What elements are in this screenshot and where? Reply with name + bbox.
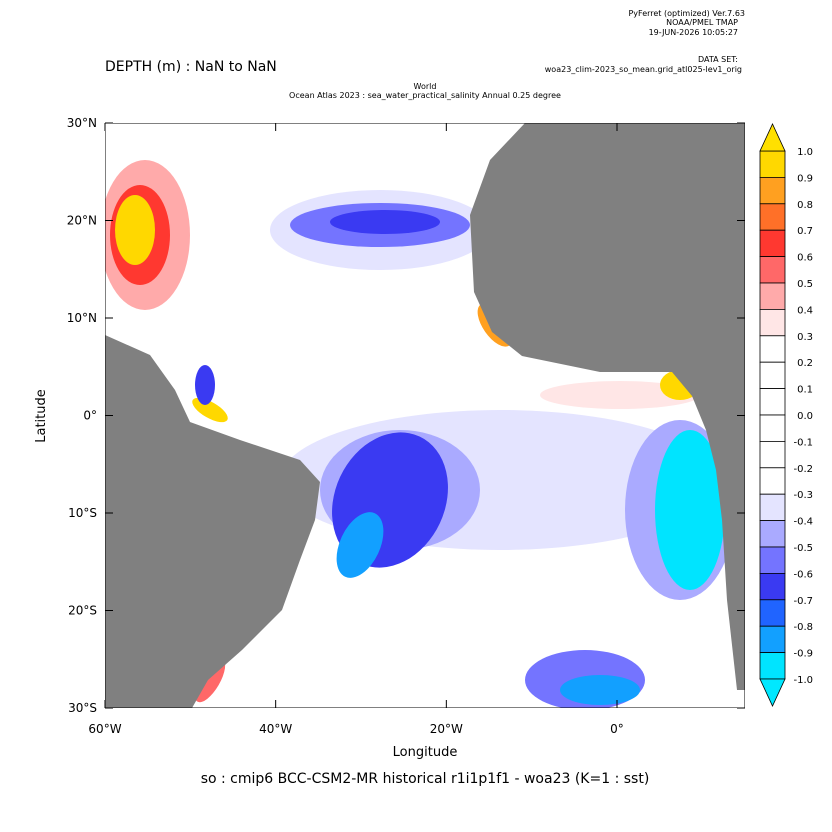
map-field xyxy=(105,123,745,708)
colorbar-label: 0.8 xyxy=(797,200,813,211)
colorbar-box xyxy=(759,573,786,601)
field-blob xyxy=(336,512,384,578)
colorbar-box xyxy=(759,652,786,680)
y-tick-label: 30°N xyxy=(67,116,97,130)
colorbar-label: 1.0 xyxy=(797,147,813,158)
colorbar-label: -0.2 xyxy=(793,464,813,475)
colorbar-label: -0.3 xyxy=(793,490,813,501)
colorbar-label: -0.8 xyxy=(793,622,813,633)
y-tick-label: 0° xyxy=(83,409,97,423)
y-tick-label: 20°S xyxy=(68,604,97,618)
colorbar-label: -0.4 xyxy=(793,517,813,528)
x-axis-label: Longitude xyxy=(393,745,458,760)
colorbar-label: 0.9 xyxy=(797,173,813,184)
colorbar-box xyxy=(759,282,786,310)
colorbar-label: 0.6 xyxy=(797,253,813,264)
colorbar-label: -0.6 xyxy=(793,569,813,580)
colorbar-label: 0.7 xyxy=(797,226,813,237)
caption: so : cmip6 BCC-CSM2-MR historical r1i1p1… xyxy=(201,771,650,787)
colorbar-label: -0.1 xyxy=(793,437,813,448)
field-blob xyxy=(195,365,215,405)
colorbar-box xyxy=(759,388,786,416)
colorbar-label: 0.5 xyxy=(797,279,813,290)
field-blob xyxy=(115,195,155,265)
y-tick-label: 30°S xyxy=(68,701,97,715)
colorbar-label: 0.4 xyxy=(797,305,813,316)
depth-label: DEPTH (m) : NaN to NaN xyxy=(105,59,277,75)
colorbar-box xyxy=(759,414,786,442)
colorbar-box xyxy=(759,599,786,627)
field-blob xyxy=(560,675,640,705)
colorbar-box xyxy=(759,150,786,178)
colorbar-box xyxy=(759,625,786,654)
colorbar-label: -0.7 xyxy=(793,596,813,607)
field-blob xyxy=(540,381,700,409)
x-tick-label: 20°W xyxy=(430,722,463,736)
colorbar-box xyxy=(759,203,786,231)
colorbar-box xyxy=(759,308,786,337)
colorbar-label: -1.0 xyxy=(793,675,813,686)
colorbar-box xyxy=(759,229,786,257)
org: NOAA/PMEL TMAP xyxy=(666,18,738,27)
subtitle: World xyxy=(414,82,437,91)
y-tick-label: 10°S xyxy=(68,506,97,520)
colorbar-box xyxy=(759,493,786,522)
land xyxy=(105,335,320,708)
date: 19-JUN-2026 10:05:27 xyxy=(649,28,738,37)
colorbar-box xyxy=(759,546,786,574)
colorbar-label: 0.0 xyxy=(797,411,813,422)
colorbar-box xyxy=(759,440,786,469)
colorbar-box xyxy=(759,361,786,390)
colorbar-box xyxy=(759,520,786,548)
x-tick-label: 0° xyxy=(610,722,624,736)
dataset: woa23_clim-2023_so_mean.grid_atl025-lev1… xyxy=(545,65,742,74)
y-tick-label: 20°N xyxy=(67,214,97,228)
land xyxy=(470,123,745,690)
y-axis-label: Latitude xyxy=(34,389,49,443)
colorbar-label: -0.9 xyxy=(793,649,813,660)
field-blob xyxy=(192,397,228,423)
colorbar-box xyxy=(759,467,786,495)
colorbar-box xyxy=(759,256,786,284)
y-tick-label: 10°N xyxy=(67,311,97,325)
field-blob xyxy=(655,430,725,590)
dataset-label: DATA SET: xyxy=(698,55,738,64)
subtitle: Ocean Atlas 2023 : sea_water_practical_s… xyxy=(289,91,561,100)
program: PyFerret (optimized) Ver.7.63 xyxy=(628,9,745,18)
colorbar-label: 0.2 xyxy=(797,358,813,369)
colorbar-under xyxy=(759,678,786,707)
field-blob xyxy=(330,210,440,234)
colorbar-label: 0.1 xyxy=(797,385,813,396)
x-tick-label: 40°W xyxy=(259,722,292,736)
x-tick-label: 60°W xyxy=(88,722,121,736)
colorbar-over xyxy=(759,123,786,152)
colorbar-box xyxy=(759,335,786,363)
colorbar-box xyxy=(759,176,786,205)
colorbar-label: -0.5 xyxy=(793,543,813,554)
colorbar-label: 0.3 xyxy=(797,332,813,343)
